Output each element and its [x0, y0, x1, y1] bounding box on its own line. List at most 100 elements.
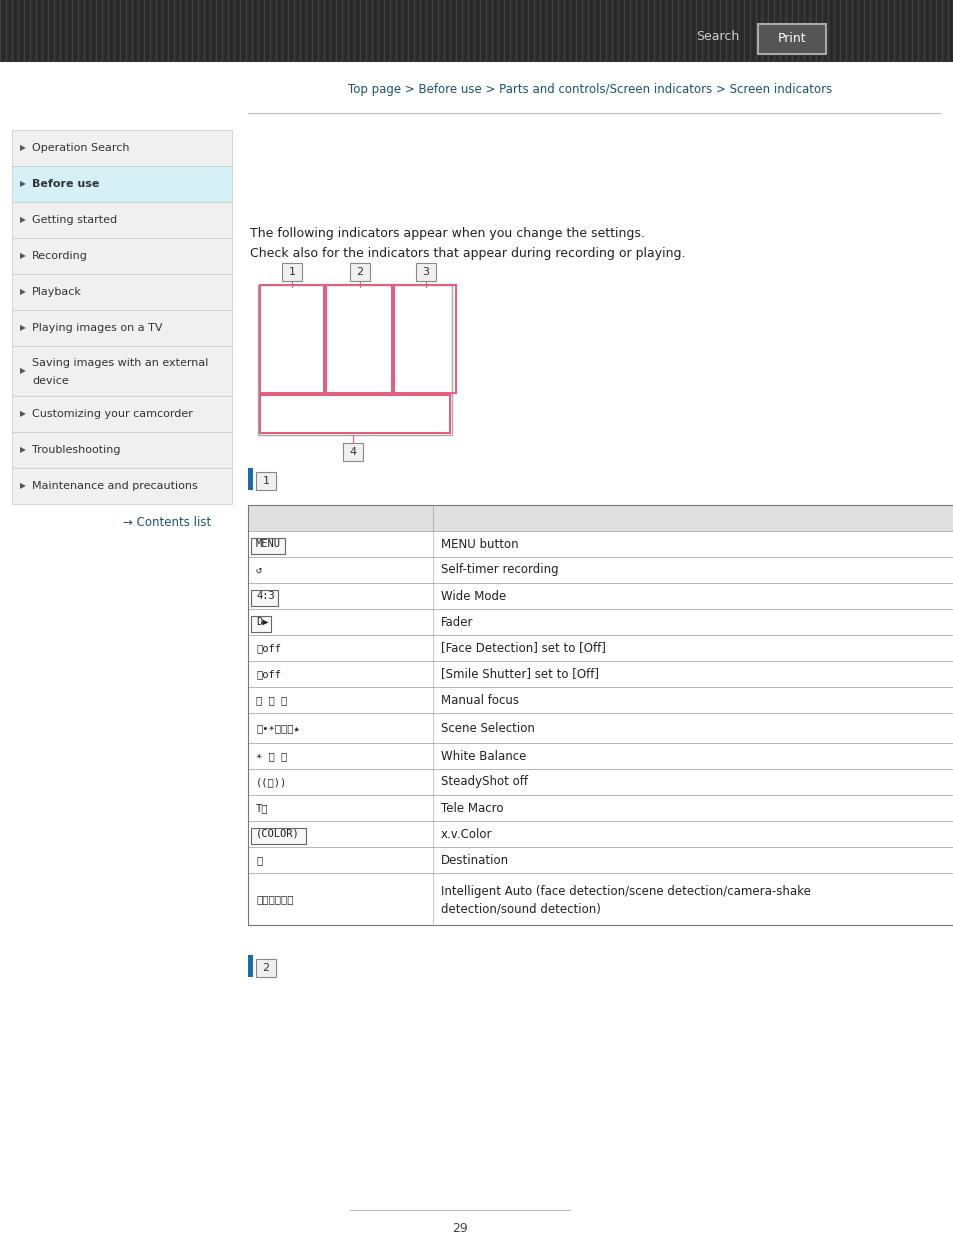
Bar [394, 285, 456, 393]
FancyBboxPatch shape [350, 263, 370, 282]
Bar [824, 0, 825, 62]
Bar [285, 0, 286, 62]
Bar [573, 0, 574, 62]
Bar [539, 0, 541, 62]
Bar [312, 0, 314, 62]
Bar [623, 0, 625, 62]
Bar [914, 0, 916, 62]
Bar [117, 0, 118, 62]
Bar [278, 0, 280, 62]
Bar [686, 0, 688, 62]
Bar [941, 0, 943, 62]
Bar [225, 0, 226, 62]
Bar [273, 0, 274, 62]
Bar [99, 0, 100, 62]
Bar [659, 0, 660, 62]
Bar [929, 0, 930, 62]
Bar [782, 0, 783, 62]
Bar [629, 0, 631, 62]
Bar [398, 0, 400, 62]
Bar [21, 0, 23, 62]
Bar [896, 0, 898, 62]
Bar [440, 0, 442, 62]
Bar [923, 0, 924, 62]
Text: ▶: ▶ [20, 179, 26, 189]
Bar [947, 0, 948, 62]
Bar [893, 0, 895, 62]
Bar [248, 743, 953, 769]
Bar [482, 0, 484, 62]
Bar [260, 395, 450, 433]
Bar [78, 0, 79, 62]
Bar [788, 0, 790, 62]
Bar [647, 0, 649, 62]
Bar [506, 0, 508, 62]
Bar [162, 0, 163, 62]
Bar [204, 0, 205, 62]
Bar [275, 0, 277, 62]
Bar [261, 0, 262, 62]
Bar [105, 0, 107, 62]
Bar [848, 0, 850, 62]
Bar [183, 0, 184, 62]
Bar [219, 0, 220, 62]
Text: ▶: ▶ [20, 367, 26, 375]
Bar [12, 468, 232, 504]
Bar [327, 0, 328, 62]
Bar [81, 0, 82, 62]
Bar [317, 0, 319, 62]
Bar [513, 0, 514, 62]
Text: Intelligent Auto (face detection/scene detection/camera-shake: Intelligent Auto (face detection/scene d… [440, 885, 810, 899]
Bar [542, 0, 544, 62]
Bar [363, 0, 364, 62]
Bar [180, 0, 181, 62]
Text: Maintenance and precautions: Maintenance and precautions [32, 480, 197, 492]
Bar [818, 0, 820, 62]
Bar [576, 0, 577, 62]
Bar [812, 0, 814, 62]
Bar [348, 0, 349, 62]
Bar [770, 0, 772, 62]
Bar [345, 0, 346, 62]
Bar [254, 0, 256, 62]
Bar [851, 0, 853, 62]
Bar [665, 0, 667, 62]
Bar [0, 0, 953, 62]
Text: Search: Search [696, 31, 739, 43]
Bar [717, 0, 718, 62]
Bar [518, 0, 520, 62]
Bar [608, 0, 610, 62]
Bar [249, 0, 251, 62]
Bar [108, 0, 110, 62]
Bar [866, 0, 867, 62]
Bar [861, 0, 862, 62]
Bar [468, 0, 469, 62]
Bar [722, 0, 723, 62]
Bar [96, 0, 97, 62]
Text: Fader: Fader [440, 615, 473, 629]
Text: 29: 29 [452, 1221, 467, 1235]
Bar [240, 0, 241, 62]
Bar [827, 0, 828, 62]
Text: Tele Macro: Tele Macro [440, 802, 503, 815]
Text: Playback: Playback [32, 287, 82, 296]
Bar [36, 0, 37, 62]
FancyBboxPatch shape [282, 263, 302, 282]
Bar [581, 0, 583, 62]
Bar [333, 0, 335, 62]
Bar [626, 0, 628, 62]
Bar [920, 0, 922, 62]
Bar [291, 0, 293, 62]
Bar [201, 0, 202, 62]
Text: Manual focus: Manual focus [440, 694, 518, 706]
Bar [416, 0, 418, 62]
Bar [257, 285, 452, 435]
Bar [435, 0, 436, 62]
Text: Self-timer recording: Self-timer recording [440, 563, 558, 577]
Bar [689, 0, 691, 62]
Bar [12, 274, 232, 310]
Bar [701, 0, 702, 62]
Bar [545, 0, 547, 62]
Bar [680, 0, 681, 62]
Bar [710, 0, 712, 62]
